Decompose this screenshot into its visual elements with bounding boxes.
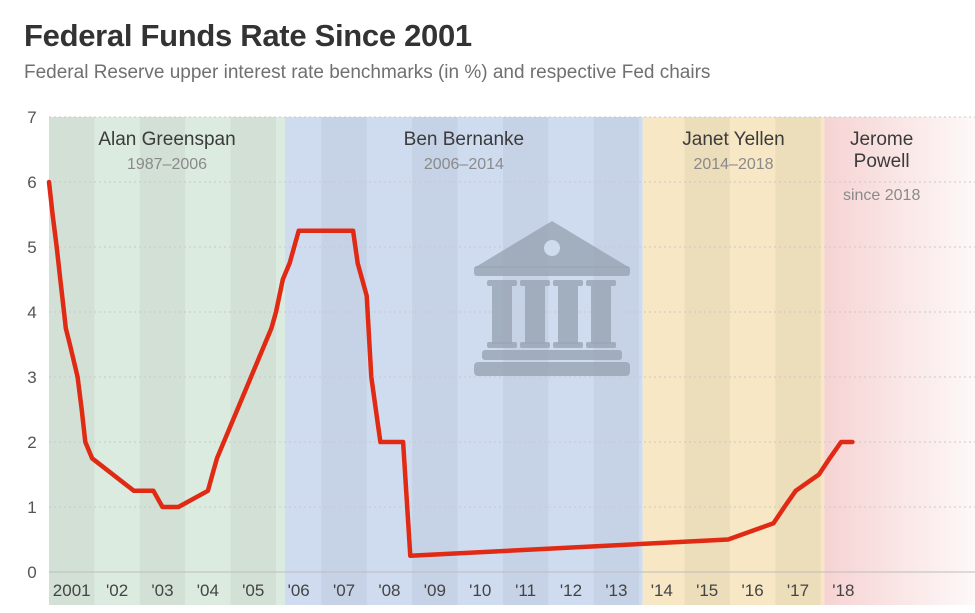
- chair-name-line: Jerome: [850, 129, 913, 150]
- y-tick-label: 7: [27, 108, 36, 127]
- bank-column-base: [520, 342, 550, 348]
- rate-line: [46, 179, 855, 559]
- y-tick-label: 4: [27, 303, 36, 322]
- bank-column: [492, 286, 512, 344]
- x-tick-label: '06: [288, 581, 310, 600]
- y-tick-label: 5: [27, 238, 36, 257]
- bank-architrave: [474, 266, 630, 276]
- chair-name-line: Powell: [854, 151, 910, 172]
- chair-years: 1987–2006: [127, 156, 207, 173]
- band-janet-yellen: [642, 117, 825, 605]
- bank-column-base: [487, 342, 517, 348]
- year-stripe: [775, 117, 821, 605]
- chair-years: 2006–2014: [424, 156, 504, 173]
- x-axis: 2001 '02 '03 '04 '05 '06 '07 '08 '09 '10 '11 '12 '13…: [53, 581, 855, 600]
- x-tick-label: '10: [469, 581, 491, 600]
- x-tick-label: 2001: [53, 581, 91, 600]
- year-stripe: [412, 117, 458, 605]
- chair-name: Ben Bernanke: [404, 129, 524, 150]
- bank-column-cap: [553, 280, 583, 286]
- bank-column-base: [586, 342, 616, 348]
- x-tick-label: '17: [787, 581, 809, 600]
- bank-column: [591, 286, 611, 344]
- chart-subtitle: Federal Reserve upper interest rate benc…: [24, 62, 711, 83]
- bank-column-cap: [586, 280, 616, 286]
- x-tick-label: '09: [424, 581, 446, 600]
- year-stripe: [139, 117, 186, 605]
- bank-column-cap: [487, 280, 517, 286]
- year-stripe: [502, 117, 549, 605]
- y-gridlines: [49, 116, 975, 573]
- bank-roof-circle: [544, 240, 560, 256]
- y-tick-label: 0: [27, 563, 36, 582]
- x-tick-label: '02: [106, 581, 128, 600]
- year-stripe: [593, 117, 640, 605]
- chair-labels: Alan Greenspan 1987–2006 Ben Bernanke 2006–…: [98, 129, 920, 204]
- bank-column: [525, 286, 545, 344]
- y-tick-label: 6: [27, 173, 36, 192]
- powell-band-fade: [824, 117, 975, 605]
- year-stripe: [321, 117, 367, 605]
- x-tick-label: '07: [333, 581, 355, 600]
- year-stripe: [684, 117, 730, 605]
- x-tick-label: '08: [378, 581, 400, 600]
- bank-step: [482, 350, 622, 360]
- bank-base: [474, 362, 630, 376]
- bank-building-icon: [474, 221, 630, 376]
- x-tick-label: '03: [151, 581, 173, 600]
- y-tick-label: 3: [27, 368, 36, 387]
- x-tick-label: '05: [242, 581, 264, 600]
- chair-name: Alan Greenspan: [98, 129, 235, 150]
- x-tick-label: '16: [742, 581, 764, 600]
- x-tick-label: '12: [560, 581, 582, 600]
- chart-title: Federal Funds Rate Since 2001: [24, 18, 472, 53]
- x-tick-label: '13: [605, 581, 627, 600]
- bank-column-cap: [520, 280, 550, 286]
- bank-column: [558, 286, 578, 344]
- chair-bands: [49, 117, 975, 605]
- x-tick-label: '14: [651, 581, 673, 600]
- chair-name: Janet Yellen: [682, 129, 785, 150]
- x-tick-label: '11: [515, 581, 536, 600]
- year-stripe: [230, 117, 276, 605]
- x-tick-label: '18: [832, 581, 854, 600]
- x-tick-label: '15: [696, 581, 718, 600]
- x-tick-label: '04: [197, 581, 219, 600]
- y-tick-label: 2: [27, 433, 36, 452]
- band-alan-greenspan: [49, 117, 286, 605]
- rate-line-group: [46, 179, 855, 559]
- y-axis: 0 1 2 3 4 5 6 7: [27, 108, 36, 582]
- chair-years: since 2018: [843, 187, 920, 204]
- bank-column-base: [553, 342, 583, 348]
- year-stripes: [49, 117, 821, 605]
- y-tick-label: 1: [27, 498, 36, 517]
- band-ben-bernanke: [285, 117, 643, 605]
- chair-years: 2014–2018: [693, 156, 773, 173]
